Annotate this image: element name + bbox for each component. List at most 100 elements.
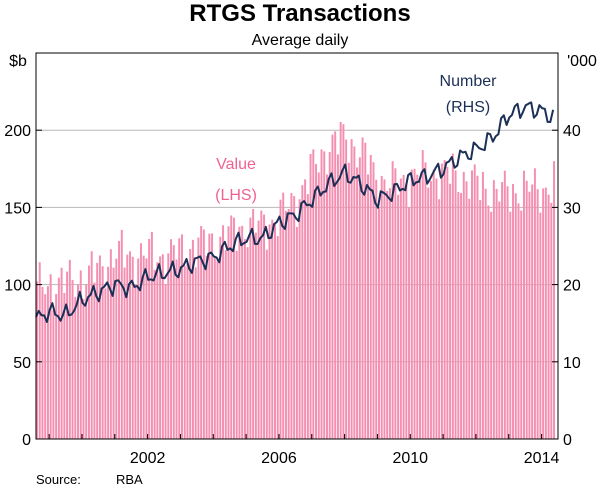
value-bar	[290, 193, 293, 439]
value-bar	[63, 292, 66, 439]
value-bar	[462, 171, 465, 440]
value-bar	[408, 207, 411, 439]
x-tick-label: 2010	[392, 450, 428, 467]
value-bar	[473, 164, 476, 439]
value-bar	[208, 233, 211, 439]
value-bar	[254, 232, 257, 439]
value-bar	[120, 229, 123, 439]
value-bar	[369, 154, 372, 439]
left-tick-label: 0	[22, 432, 31, 449]
value-bar	[350, 139, 353, 439]
value-bar	[361, 137, 364, 439]
value-bar	[183, 266, 186, 439]
value-bar	[339, 121, 342, 440]
value-bar	[328, 152, 331, 440]
value-bar	[98, 255, 101, 439]
value-bar	[377, 208, 380, 439]
value-bar	[189, 248, 192, 439]
value-bar	[82, 299, 85, 439]
value-bar	[298, 199, 301, 439]
value-bar	[44, 294, 47, 439]
left-tick-label: 200	[4, 123, 31, 140]
value-bar	[241, 225, 244, 439]
right-tick-label: 20	[563, 278, 581, 295]
x-axis-ticks: 2002 2006 2010 2014	[48, 434, 559, 467]
value-bar	[476, 175, 479, 439]
value-bar	[243, 239, 246, 439]
value-bar	[260, 210, 263, 439]
value-bar	[342, 124, 345, 440]
value-bar	[257, 220, 260, 439]
value-bar	[131, 256, 134, 439]
value-bar	[87, 265, 90, 439]
left-tick-label: 50	[13, 355, 31, 372]
value-bar	[479, 200, 482, 439]
value-bar	[547, 194, 550, 439]
value-bar	[528, 191, 531, 439]
value-series-label: Value	[216, 156, 256, 173]
value-bar	[66, 271, 69, 439]
number-line-layer	[35, 101, 555, 323]
value-bar	[522, 170, 525, 439]
value-bar	[525, 180, 528, 439]
value-bar	[531, 184, 534, 439]
value-bar	[96, 262, 99, 439]
right-tick-label: 40	[563, 123, 581, 140]
value-bar	[274, 223, 276, 439]
plot-frame	[35, 52, 559, 440]
value-bar	[71, 279, 74, 439]
value-bar	[295, 226, 298, 439]
value-bars	[36, 121, 556, 440]
value-bar	[211, 233, 214, 439]
value-bar	[301, 185, 304, 439]
value-bar	[104, 288, 107, 439]
value-bar	[279, 199, 282, 439]
value-bar	[347, 162, 350, 439]
value-bar	[271, 219, 274, 439]
value-bar	[421, 150, 424, 440]
value-bar	[427, 187, 430, 439]
value-bar	[391, 161, 394, 439]
value-bar	[205, 255, 208, 439]
value-bar	[265, 249, 268, 439]
value-bar	[276, 236, 279, 439]
value-bar	[345, 139, 348, 439]
number-line	[35, 101, 555, 323]
value-bar	[156, 262, 159, 439]
value-bar	[161, 254, 164, 439]
value-bar	[372, 162, 375, 440]
value-bar	[49, 274, 52, 439]
value-bar	[227, 226, 230, 439]
value-bar	[492, 180, 495, 439]
value-bar	[74, 296, 77, 439]
value-bar	[501, 182, 504, 439]
value-bar	[181, 234, 183, 439]
source-value: RBA	[116, 472, 143, 487]
value-bar	[386, 190, 389, 439]
right-axis-unit: '000	[567, 53, 597, 70]
value-bar	[503, 170, 506, 440]
value-bar	[235, 250, 238, 439]
value-bar	[383, 179, 386, 439]
value-bar	[517, 203, 520, 439]
left-axis-ticks: 0 50 100 150 200	[4, 123, 42, 449]
value-bar	[356, 167, 359, 439]
value-bar	[394, 168, 397, 439]
value-bar	[55, 293, 58, 439]
value-bar	[268, 224, 271, 439]
value-bar	[451, 153, 454, 439]
value-bar	[159, 256, 162, 439]
value-bar	[309, 153, 312, 439]
chart-title: RTGS Transactions	[189, 0, 410, 27]
value-bar	[77, 284, 80, 439]
value-bar	[317, 172, 320, 440]
value-bar	[145, 258, 148, 439]
value-bar	[153, 269, 156, 439]
value-bar	[194, 267, 197, 439]
value-bar	[170, 239, 173, 439]
value-bar	[200, 226, 203, 439]
value-bar	[471, 170, 473, 440]
value-bar	[410, 169, 413, 440]
value-bar	[544, 187, 547, 439]
value-bar	[484, 188, 487, 439]
